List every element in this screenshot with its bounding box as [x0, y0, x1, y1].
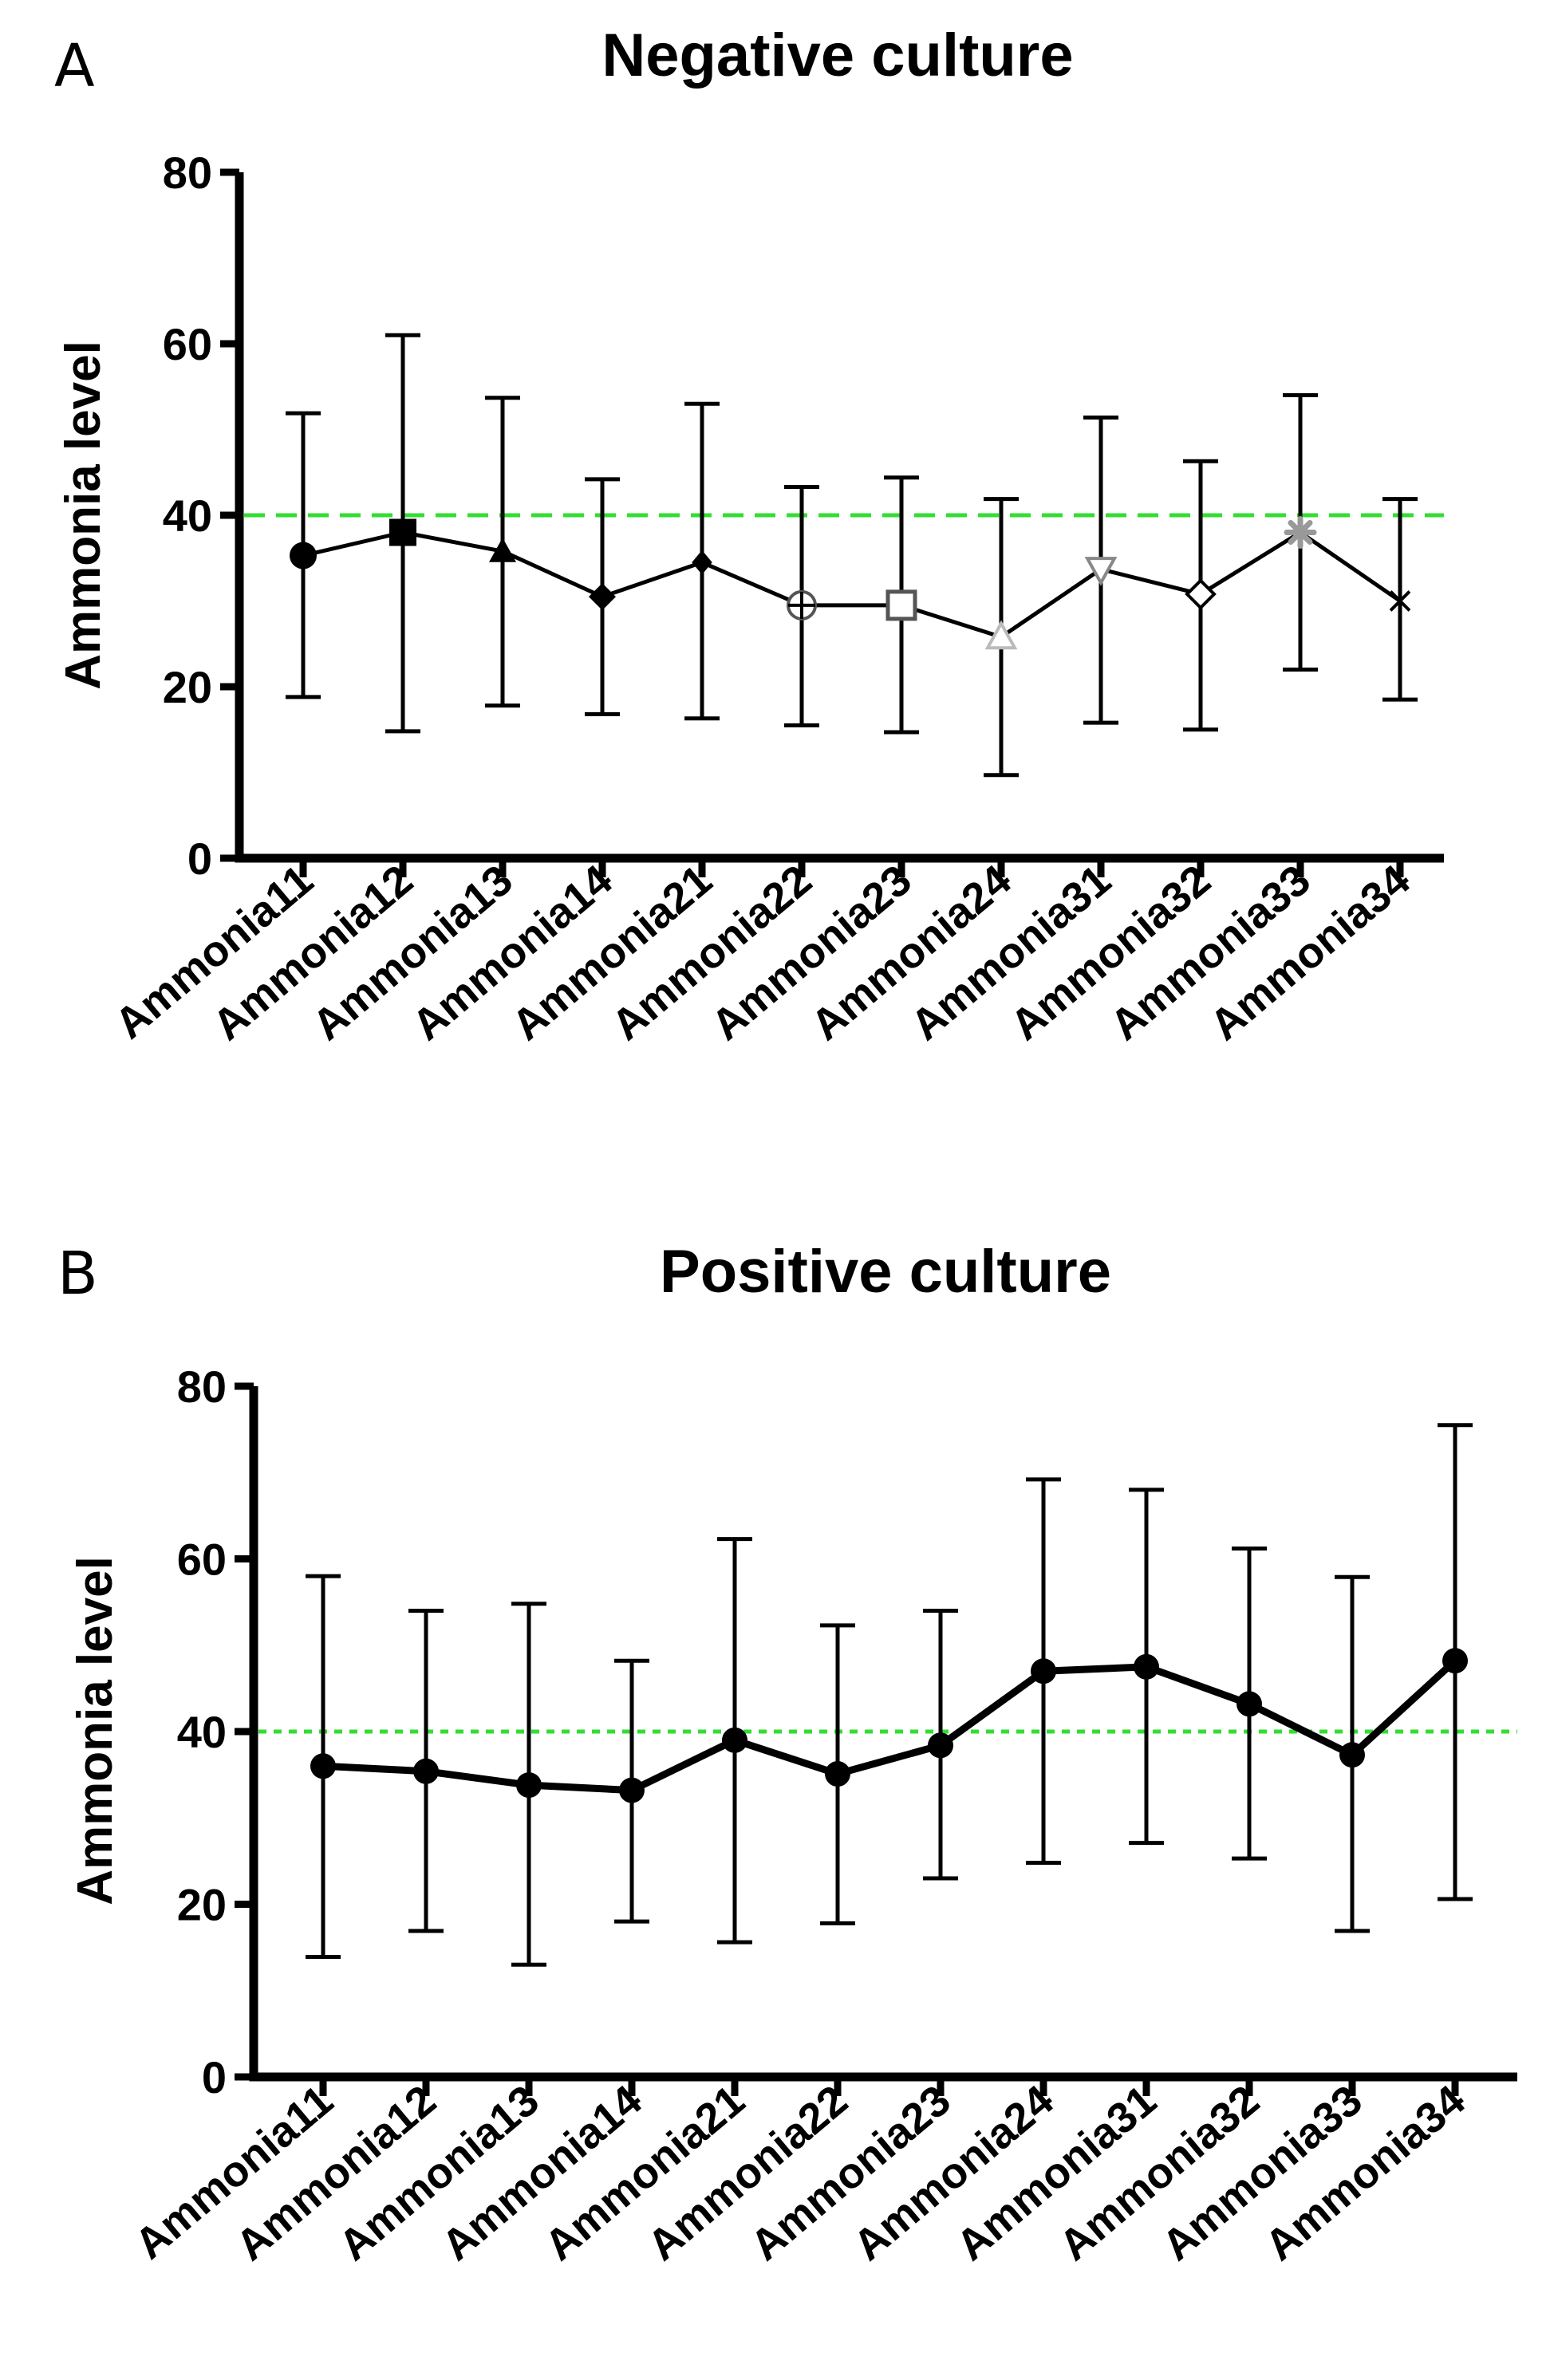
data-point-a	[1389, 590, 1411, 612]
y-axis-label-b: Ammonia level	[68, 1556, 123, 1905]
panel-letter-a: A	[54, 32, 95, 100]
data-point-b	[516, 1772, 542, 1799]
series-line-b	[322, 1657, 1458, 1795]
y-axis-label-a: Ammonia level	[56, 341, 111, 690]
data-point-b	[825, 1761, 850, 1787]
data-point-a	[489, 538, 516, 562]
y-tick-label-b: 20	[177, 1880, 227, 1930]
data-point-a	[1284, 516, 1317, 549]
y-tick-label-b: 80	[177, 1361, 227, 1412]
y-tick-label-b: 60	[177, 1535, 227, 1585]
data-point-b	[1339, 1742, 1365, 1768]
y-tick-label-a: 40	[163, 491, 212, 541]
data-point-a	[589, 583, 616, 611]
data-point-b	[1442, 1648, 1468, 1674]
chart-title-a: Negative culture	[601, 22, 1073, 89]
data-point-a	[1084, 557, 1118, 586]
data-point-b	[722, 1727, 747, 1753]
data-point-b	[1236, 1691, 1262, 1717]
y-tick-label-a: 20	[163, 662, 212, 712]
data-point-a	[984, 620, 1018, 650]
series-line-a	[302, 530, 1402, 640]
data-point-a	[692, 550, 712, 575]
data-point-a	[885, 589, 917, 621]
data-point-a	[290, 542, 317, 569]
data-point-b	[1134, 1653, 1159, 1680]
data-point-b	[1031, 1658, 1056, 1685]
data-point-a	[389, 518, 416, 546]
y-tick-label-a: 60	[163, 319, 212, 369]
chart-title-b: Positive culture	[660, 1238, 1111, 1306]
data-point-b	[928, 1732, 953, 1759]
data-point-b	[310, 1753, 336, 1779]
panel-letter-b: B	[57, 1239, 98, 1308]
data-point-b	[413, 1758, 439, 1784]
data-point-a	[787, 589, 817, 621]
y-tick-label-a: 0	[187, 833, 212, 884]
data-point-a	[1185, 578, 1217, 610]
data-point-b	[619, 1777, 645, 1803]
y-tick-label-a: 80	[163, 148, 212, 198]
y-tick-label-b: 0	[202, 2052, 227, 2102]
y-tick-label-b: 40	[177, 1707, 227, 1757]
